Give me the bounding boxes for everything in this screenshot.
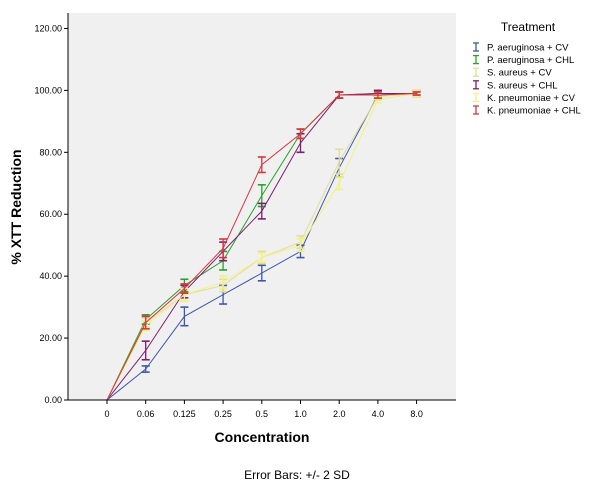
legend-label: P. aeruginosa + CV [487, 43, 569, 54]
error-bars-note: Error Bars: +/- 2 SD [244, 468, 350, 482]
error-bar [335, 148, 344, 175]
series-group [106, 89, 421, 401]
error-bar [219, 238, 228, 259]
y-tick-label: 120.00 [34, 23, 62, 33]
legend-label: P. aeruginosa + CHL [487, 55, 574, 66]
y-tick-label: 100.00 [34, 85, 62, 95]
x-tick-label: 2.0 [333, 409, 346, 419]
error-bar [335, 91, 344, 99]
legend-entry: K. pneumoniae + CHL [473, 105, 581, 117]
legend-entry: P. aeruginosa + CV [473, 42, 569, 54]
y-tick-label: 40.00 [39, 271, 62, 281]
x-axis-title: Concentration [215, 429, 310, 445]
error-bar [412, 91, 421, 96]
y-tick-label: 20.00 [39, 333, 62, 343]
legend-entry: K. pneumoniae + CV [473, 92, 576, 104]
legend-entry: S. aureus + CV [473, 67, 552, 79]
error-bar [141, 340, 150, 361]
error-bar [257, 202, 266, 220]
legend-label: K. pneumoniae + CV [487, 93, 576, 104]
y-axis-title: % XTT Reduction [8, 149, 24, 264]
y-tick-label: 0.00 [44, 395, 62, 405]
x-tick-label: 0 [104, 409, 109, 419]
legend-label: S. aureus + CV [487, 68, 552, 79]
legend-label: K. pneumoniae + CHL [487, 106, 581, 117]
error-bar [296, 128, 305, 140]
x-tick-label: 0.25 [214, 409, 232, 419]
legend-entry: S. aureus + CHL [473, 80, 558, 91]
y-ticks: 0.00 20.00 40.00 60.00 80.00 100.00 120.00 [34, 23, 68, 405]
x-tick-label: 8.0 [410, 409, 423, 419]
error-bar [373, 91, 382, 99]
error-bar [219, 275, 228, 290]
x-tick-label: 4.0 [372, 409, 385, 419]
legend: P. aeruginosa + CVP. aeruginosa + CHL S. … [473, 42, 581, 117]
legend-entry: P. aeruginosa + CHL [473, 54, 574, 66]
error-bar [257, 264, 266, 282]
error-bar [257, 156, 266, 174]
x-tick-label: 0.125 [173, 409, 196, 419]
x-tick-label: 1.0 [294, 409, 307, 419]
x-tick-label: 0.5 [256, 409, 269, 419]
error-bar [257, 252, 266, 264]
error-bar [180, 306, 189, 327]
error-bar [180, 283, 189, 294]
error-bar [296, 238, 305, 253]
legend-title: Treatment [501, 20, 556, 34]
error-bar [335, 176, 344, 191]
error-bar [141, 315, 150, 330]
x-tick-label: 0.06 [137, 409, 155, 419]
y-tick-label: 80.00 [39, 147, 62, 157]
error-bar [141, 365, 150, 373]
x-ticks: 0 0.06 0.125 0.25 0.5 1.0 2.0 4.0 8.0 [104, 400, 423, 419]
legend-label: S. aureus + CHL [487, 80, 558, 91]
y-tick-label: 60.00 [39, 209, 62, 219]
